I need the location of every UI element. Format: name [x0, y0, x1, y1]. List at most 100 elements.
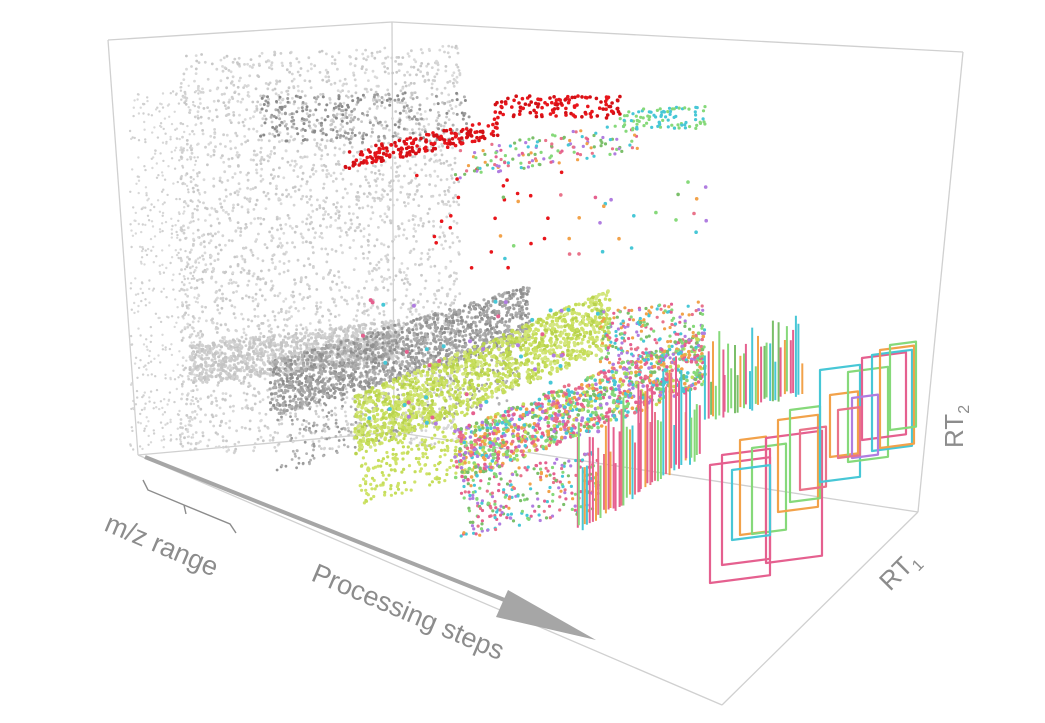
raw-data-point	[376, 177, 379, 181]
raw-data-point	[144, 168, 147, 172]
raw-data-point	[183, 130, 186, 134]
raw-data-point	[289, 344, 293, 348]
raw-data-point	[162, 127, 165, 131]
raw-data-point	[193, 104, 197, 108]
raw-data-point	[224, 392, 228, 395]
raw-data-point	[189, 448, 192, 452]
filtered-point	[463, 329, 468, 333]
raw-data-point	[181, 444, 185, 448]
raw-data-point	[407, 107, 410, 110]
raw-data-point	[176, 236, 179, 239]
raw-data-point	[269, 330, 273, 334]
raw-data-point	[231, 75, 235, 79]
raw-data-point	[360, 120, 363, 123]
raw-data-point	[452, 271, 456, 275]
raw-data-point	[211, 363, 215, 367]
raw-data-point	[270, 226, 274, 230]
raw-data-point	[192, 232, 195, 235]
raw-data-point	[372, 267, 376, 270]
raw-data-point	[247, 127, 251, 131]
raw-data-point	[286, 132, 290, 136]
raw-data-point	[247, 381, 251, 385]
raw-data-point	[343, 327, 347, 331]
raw-data-point	[394, 274, 398, 278]
raw-data-point	[390, 179, 393, 183]
raw-data-point	[370, 54, 374, 58]
raw-data-point	[292, 169, 296, 172]
raw-data-point	[289, 163, 292, 167]
raw-data-point	[144, 206, 147, 209]
raw-data-point	[154, 312, 158, 315]
filtered-point	[449, 331, 453, 335]
raw-data-point	[221, 435, 225, 439]
raw-data-point	[243, 356, 247, 360]
raw-data-point	[363, 302, 366, 306]
raw-data-point	[412, 247, 416, 251]
raw-data-point	[367, 191, 371, 195]
raw-data-point	[201, 431, 205, 434]
raw-data-point	[440, 243, 444, 247]
raw-data-point	[337, 160, 340, 163]
raw-data-point	[400, 222, 404, 226]
raw-data-point	[341, 196, 345, 200]
raw-data-point	[219, 379, 223, 383]
raw-data-point	[267, 268, 271, 272]
raw-data-point	[264, 60, 268, 64]
raw-data-point	[265, 246, 269, 250]
raw-data-point	[204, 145, 207, 149]
raw-data-point	[373, 197, 376, 200]
raw-data-point	[401, 87, 405, 90]
raw-data-point	[168, 391, 172, 394]
raw-data-point	[182, 78, 186, 81]
raw-data-point	[422, 305, 425, 309]
raw-data-point	[263, 243, 267, 246]
raw-data-point	[428, 207, 431, 211]
raw-data-point	[359, 229, 363, 233]
raw-data-point	[452, 219, 456, 223]
raw-data-point	[224, 445, 228, 449]
raw-data-point	[138, 445, 142, 448]
raw-data-point	[301, 171, 305, 175]
raw-data-point	[245, 108, 249, 112]
raw-data-point	[170, 150, 173, 154]
raw-data-point	[158, 264, 161, 267]
raw-data-point	[218, 197, 222, 201]
filtered-point	[511, 316, 515, 320]
raw-data-point	[146, 247, 150, 251]
raw-data-point	[427, 47, 431, 51]
raw-data-point	[210, 375, 214, 379]
raw-data-point	[254, 292, 258, 296]
raw-data-point	[129, 282, 133, 285]
raw-data-point	[333, 81, 337, 85]
raw-data-point	[354, 57, 358, 61]
raw-data-point	[265, 372, 270, 376]
raw-data-point	[410, 313, 414, 316]
raw-data-point	[199, 115, 203, 119]
raw-data-point	[342, 101, 346, 105]
raw-data-point	[448, 287, 452, 291]
filtered-point	[500, 320, 504, 324]
raw-data-point	[437, 279, 441, 283]
raw-data-point	[293, 189, 297, 193]
raw-data-point	[143, 165, 146, 168]
raw-data-point	[424, 174, 428, 178]
raw-data-point	[246, 406, 250, 410]
raw-data-point	[275, 184, 278, 188]
raw-data-point	[201, 344, 205, 348]
raw-data-point	[320, 247, 324, 251]
raw-data-point	[362, 340, 366, 344]
raw-data-point	[172, 288, 175, 291]
raw-data-point	[180, 339, 184, 342]
raw-data-point	[447, 200, 450, 204]
raw-data-point	[367, 250, 371, 254]
filtered-point	[396, 356, 400, 360]
raw-data-point	[134, 211, 137, 215]
raw-data-point	[187, 84, 190, 88]
raw-data-point	[317, 415, 321, 418]
raw-data-point	[197, 441, 200, 445]
raw-data-point	[452, 417, 455, 421]
raw-data-point	[350, 145, 354, 149]
raw-data-point	[213, 136, 216, 139]
raw-data-point	[410, 93, 414, 97]
raw-data-point	[235, 134, 239, 138]
